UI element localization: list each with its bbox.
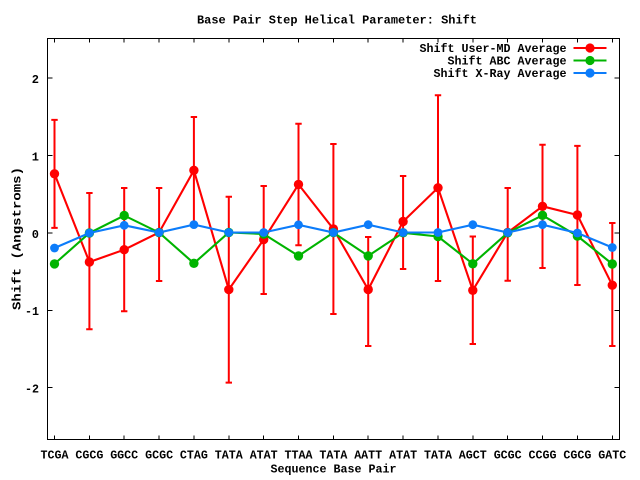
- svg-text:1: 1: [32, 151, 39, 165]
- svg-text:-1: -1: [25, 305, 39, 319]
- svg-text:TTAA: TTAA: [285, 448, 314, 462]
- svg-text:Shift X-Ray Average: Shift X-Ray Average: [434, 67, 567, 81]
- svg-text:Sequence Base Pair: Sequence Base Pair: [271, 463, 397, 477]
- svg-text:Base Pair Step Helical Paramet: Base Pair Step Helical Parameter: Shift: [197, 13, 477, 27]
- svg-text:CTAG: CTAG: [180, 448, 208, 462]
- svg-text:CCGG: CCGG: [529, 448, 557, 462]
- svg-text:GATC: GATC: [598, 448, 626, 462]
- svg-text:TATA: TATA: [319, 448, 348, 462]
- svg-text:CGCG: CGCG: [563, 448, 591, 462]
- svg-text:TATA: TATA: [215, 448, 244, 462]
- svg-text:Shift (Angstroms): Shift (Angstroms): [11, 167, 25, 310]
- svg-text:Shift ABC Average: Shift ABC Average: [448, 55, 567, 69]
- svg-text:Shift User-MD Average: Shift User-MD Average: [420, 42, 567, 56]
- svg-text:GCGC: GCGC: [145, 448, 173, 462]
- svg-text:CGCG: CGCG: [75, 448, 103, 462]
- svg-text:AGCT: AGCT: [459, 448, 487, 462]
- svg-text:ATAT: ATAT: [389, 448, 417, 462]
- svg-text:-2: -2: [25, 383, 39, 397]
- svg-text:GGCC: GGCC: [110, 448, 138, 462]
- svg-text:TCGA: TCGA: [41, 448, 70, 462]
- svg-text:GCGC: GCGC: [494, 448, 522, 462]
- svg-text:0: 0: [32, 228, 39, 242]
- svg-text:2: 2: [32, 73, 39, 87]
- svg-text:TATA: TATA: [424, 448, 453, 462]
- svg-text:ATAT: ATAT: [250, 448, 278, 462]
- svg-text:AATT: AATT: [354, 448, 382, 462]
